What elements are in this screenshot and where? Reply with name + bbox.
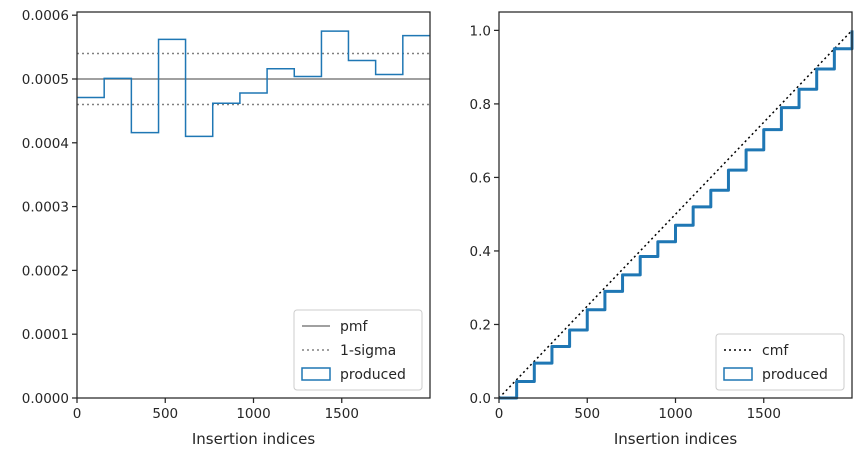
- pmf-ytick-label-4: 0.0004: [22, 136, 69, 152]
- pmf-series-layer: [77, 30, 430, 138]
- cmf-ytick-label-0: 0.0: [470, 391, 491, 407]
- cmf-legend-label-1: produced: [762, 367, 828, 383]
- pmf-xlabel: Insertion indices: [192, 430, 315, 448]
- pmf-produced-step: [77, 30, 430, 138]
- pmf-panel: 0 500 1000 1500 0.0000 0.0001 0.0002 0.0003 0.00…: [22, 8, 431, 448]
- pmf-xtick-label-2: 1000: [236, 406, 270, 422]
- cmf-legend-frame: [715, 333, 845, 391]
- cmf-series-layer: [498, 29, 854, 400]
- cmf-produced-line: [499, 30, 854, 400]
- pmf-legend-label-2: produced: [340, 367, 406, 383]
- pmf-ytick-label-5: 0.0005: [22, 72, 69, 88]
- cmf-legend: cmf produced: [715, 333, 845, 391]
- pmf-ytick-label-2: 0.0002: [22, 263, 69, 279]
- pmf-legend-label-0: pmf: [340, 319, 369, 335]
- cmf-legend-handle-1: [723, 367, 753, 381]
- pmf-legend-frame: [293, 309, 423, 391]
- cmf-ytick-label-2: 0.4: [470, 244, 491, 260]
- cmf-ytick-label-1: 0.2: [470, 317, 491, 333]
- cmf-xtick-label-1: 500: [574, 406, 600, 422]
- cmf-xtick-label-0: 0: [495, 406, 504, 422]
- cmf-ytick-label-5: 1.0: [470, 23, 491, 39]
- pmf-ytick-label-3: 0.0003: [22, 200, 69, 216]
- cmf-xtick-label-3: 1500: [747, 406, 781, 422]
- cmf-xtick-label-2: 1000: [658, 406, 692, 422]
- pmf-xtick-label-0: 0: [73, 406, 82, 422]
- pmf-ytick-label-6: 0.0006: [22, 8, 69, 24]
- cmf-ticks-layer: 0 500 1000 1500 0.0 0.2 0.4 0.6 0.8 1.0: [470, 23, 781, 422]
- cmf-panel: 0 500 1000 1500 0.0 0.2 0.4 0.6 0.8 1.0 Insertion…: [470, 11, 854, 448]
- pmf-xtick-label-3: 1500: [325, 406, 359, 422]
- pmf-xtick-label-1: 500: [152, 406, 178, 422]
- cmf-ytick-label-3: 0.6: [470, 170, 491, 186]
- pmf-ticks-layer: 0 500 1000 1500 0.0000 0.0001 0.0002 0.0003 0.00…: [22, 8, 359, 422]
- pmf-ytick-label-0: 0.0000: [22, 391, 69, 407]
- cmf-ytick-label-4: 0.8: [470, 97, 491, 113]
- pmf-ytick-label-1: 0.0001: [22, 327, 69, 343]
- cmf-legend-label-0: cmf: [762, 343, 789, 359]
- pmf-legend-label-1: 1-sigma: [340, 343, 396, 359]
- cmf-xlabel: Insertion indices: [614, 430, 737, 448]
- pmf-legend-handle-2: [301, 367, 331, 381]
- pmf-legend: pmf 1-sigma produced: [293, 309, 423, 391]
